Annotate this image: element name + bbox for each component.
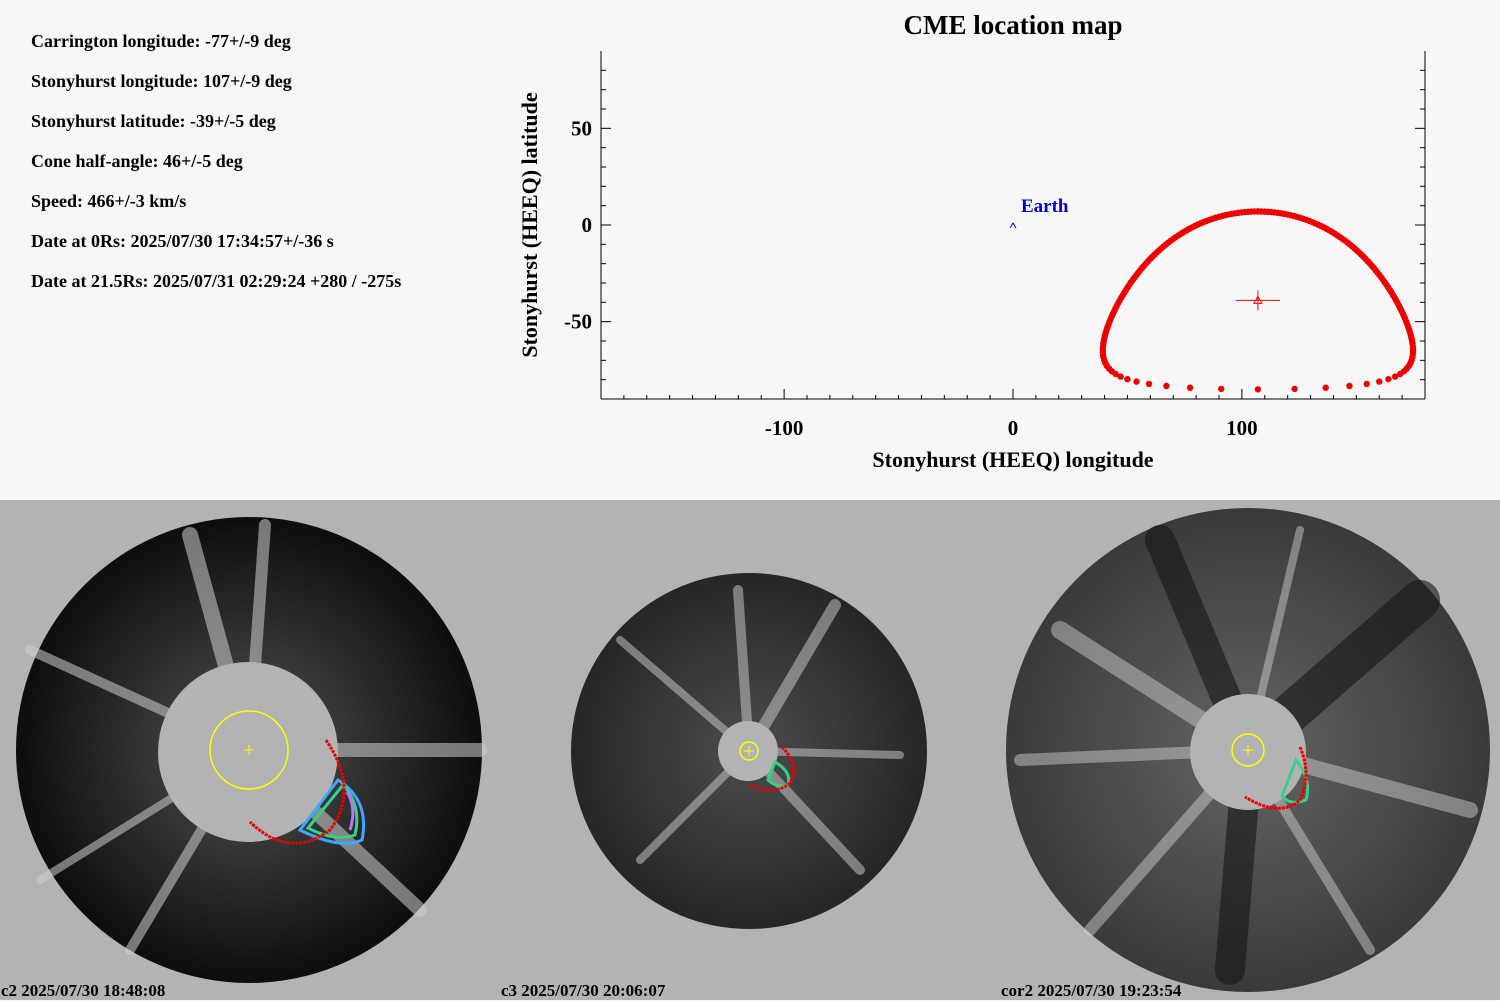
carrington-longitude: Carrington longitude: -77+/-9 deg [31, 31, 291, 51]
cme-center-cross [1235, 290, 1280, 311]
x-axis-label: Stonyhurst (HEEQ) longitude [872, 447, 1153, 472]
c3-coronagraph-image [571, 573, 927, 929]
cone-point [1391, 373, 1399, 380]
speed: Speed: 466+/-3 km/s [31, 191, 187, 211]
c2-sun-center-cross [244, 745, 254, 755]
x-tick-label: -100 [765, 416, 804, 440]
coronagraph-panels: c2 2025/07/30 18:48:08 [0, 500, 1500, 1000]
cone-point [1133, 378, 1140, 385]
c3-sun-circle [739, 741, 759, 761]
earth-marker [1009, 222, 1017, 229]
cone-point [1322, 384, 1329, 391]
c2-cme-contours [297, 778, 366, 845]
cme-center-marker [1253, 295, 1263, 304]
cme-cone-outline [1099, 208, 1417, 393]
cone-point [1163, 382, 1170, 390]
x-tick-label: 0 [1008, 416, 1019, 440]
cme-parameters: Carrington longitude: -77+/-9 deg Stonyh… [31, 31, 401, 311]
c2-sun-circle [209, 710, 289, 790]
cone-point [1346, 382, 1353, 390]
c2-panel-label: c2 2025/07/30 18:48:08 [1, 981, 166, 1000]
stonyhurst-longitude: Stonyhurst longitude: 107+/-9 deg [31, 71, 292, 91]
c2-cme-front [248, 739, 346, 845]
cone-point [1254, 208, 1262, 215]
cor2-coronagraph-image [1006, 508, 1490, 992]
c3-panel-label: c3 2025/07/30 20:06:07 [501, 981, 666, 1000]
x-tick-label: 100 [1226, 416, 1258, 440]
cor2-panel-label: cor2 2025/07/30 19:23:54 [1001, 981, 1182, 1000]
cor2-sun-circle [1231, 733, 1265, 767]
cor2-sun-center-cross [1243, 745, 1253, 755]
cone-point [1186, 384, 1194, 391]
c2-occulter [158, 662, 338, 842]
c3-panel: c3 2025/07/30 20:06:07 [500, 500, 1000, 1000]
chart-title: CME location map [904, 10, 1123, 40]
cone-point [1117, 373, 1124, 380]
cone-half-angle: Cone half-angle: 46+/-5 deg [31, 151, 243, 171]
cone-point [1291, 385, 1298, 393]
cor2-cme-contours [1280, 757, 1310, 804]
cone-point [1376, 378, 1383, 385]
cone-point [1397, 370, 1404, 378]
y-tick-label: 50 [571, 116, 592, 140]
chart-marks: Earth [1009, 196, 1280, 311]
cone-point [1124, 375, 1131, 383]
cone-point [1385, 375, 1392, 383]
y-axis-label: Stonyhurst (HEEQ) latitude [517, 92, 542, 357]
c2-coronagraph-image [16, 517, 487, 983]
y-tick-label: -50 [564, 310, 592, 334]
cme-location-map: CME location map -100 0 100 50 0 -50 Earth St… [517, 10, 1426, 472]
cone-point [1218, 385, 1225, 393]
cone-point [1363, 380, 1370, 388]
c2-panel: c2 2025/07/30 18:48:08 [0, 500, 500, 1000]
chart-axes: -100 0 100 50 0 -50 [564, 51, 1426, 440]
date-at-0rs: Date at 0Rs: 2025/07/30 17:34:57+/-36 s [31, 231, 334, 251]
stonyhurst-latitude: Stonyhurst latitude: -39+/-5 deg [31, 111, 276, 131]
cone-point [1254, 386, 1262, 393]
earth-label: Earth [1021, 196, 1069, 217]
cor2-panel: cor2 2025/07/30 19:23:54 [1000, 500, 1500, 1000]
y-tick-label: 0 [582, 213, 593, 237]
date-at-21-5rs: Date at 21.5Rs: 2025/07/31 02:29:24 +280… [31, 271, 402, 291]
c3-cme-front [749, 745, 796, 792]
cone-point [1145, 380, 1153, 388]
c3-sun-center-cross [744, 746, 754, 756]
cor2-cme-front [1244, 746, 1308, 810]
